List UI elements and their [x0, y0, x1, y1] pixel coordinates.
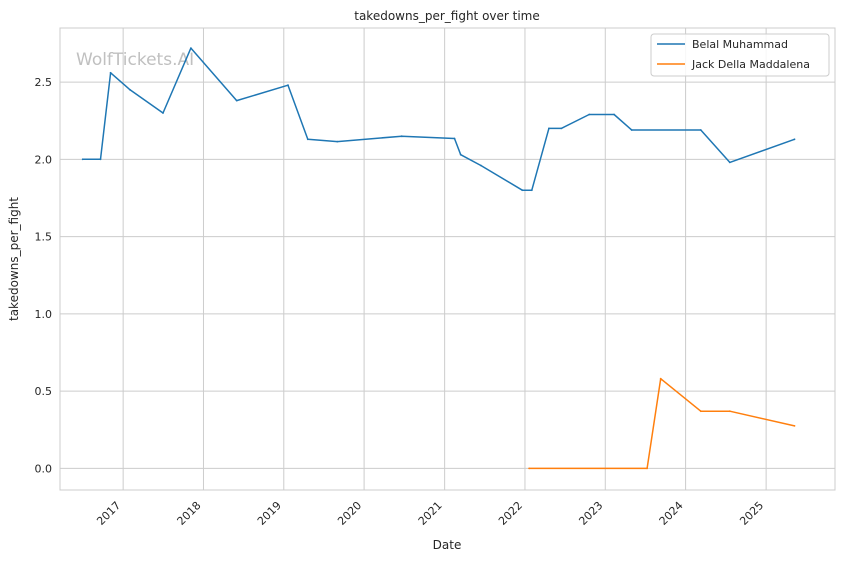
- data-point: [521, 189, 524, 192]
- data-point: [528, 467, 530, 470]
- y-tick-label: 1.0: [35, 308, 53, 321]
- data-point: [530, 189, 533, 192]
- series-1: [528, 377, 796, 470]
- data-point: [630, 129, 633, 131]
- plot-frame: [59, 27, 836, 491]
- data-point: [728, 410, 731, 413]
- data-point: [400, 135, 403, 138]
- data-point: [548, 127, 550, 130]
- y-axis-label: takedowns_per_fight: [7, 197, 21, 321]
- data-point: [613, 113, 615, 116]
- data-point: [588, 113, 591, 116]
- y-tick-label: 2.5: [35, 76, 53, 89]
- data-point: [109, 71, 112, 74]
- x-tick-label: 2020: [335, 499, 364, 528]
- series-0: [81, 47, 796, 192]
- y-tick-label: 2.0: [35, 153, 53, 166]
- x-tick-label: 2022: [496, 499, 525, 528]
- data-point: [560, 127, 563, 130]
- legend-label: Belal Muhammad: [692, 38, 788, 51]
- data-point: [793, 425, 796, 427]
- data-point: [459, 153, 462, 156]
- legend-label: Jack Della Maddalena: [691, 58, 810, 71]
- data-point: [453, 137, 456, 140]
- x-tick-label: 2017: [94, 499, 123, 528]
- data-point: [793, 138, 796, 141]
- y-tick-label: 0.0: [35, 462, 53, 475]
- chart-title: takedowns_per_fight over time: [354, 9, 540, 23]
- data-point: [480, 164, 482, 167]
- data-point: [99, 158, 102, 161]
- data-point: [81, 158, 84, 161]
- data-point: [162, 112, 164, 114]
- x-tick-label: 2018: [175, 499, 204, 528]
- legend: Belal Muhammad Jack Della Maddalena: [650, 33, 830, 77]
- x-tick-label: 2023: [576, 499, 605, 528]
- data-point: [699, 129, 702, 131]
- data-point: [190, 47, 192, 49]
- series-layer: [81, 47, 796, 470]
- data-point: [646, 467, 648, 470]
- x-tick-label: 2021: [416, 499, 445, 528]
- y-tick-label: 1.5: [35, 231, 53, 244]
- y-tick-label: 0.5: [35, 385, 53, 398]
- x-tick-label: 2019: [255, 499, 284, 528]
- grid-lines: [60, 28, 835, 490]
- x-tick-label: 2025: [737, 499, 766, 528]
- x-axis-label: Date: [433, 538, 462, 552]
- data-point: [306, 138, 309, 141]
- watermark: WolfTickets.AI: [76, 50, 194, 70]
- legend-box: [650, 33, 830, 77]
- x-tick-label: 2024: [657, 499, 686, 528]
- series-line: [82, 47, 795, 191]
- data-point: [287, 84, 289, 87]
- series-line: [529, 377, 795, 470]
- data-point: [129, 88, 131, 91]
- data-point: [336, 140, 339, 143]
- plot-background: [60, 28, 835, 490]
- data-point: [235, 99, 238, 102]
- data-point: [699, 410, 702, 413]
- data-point: [728, 161, 731, 164]
- data-point: [659, 377, 662, 380]
